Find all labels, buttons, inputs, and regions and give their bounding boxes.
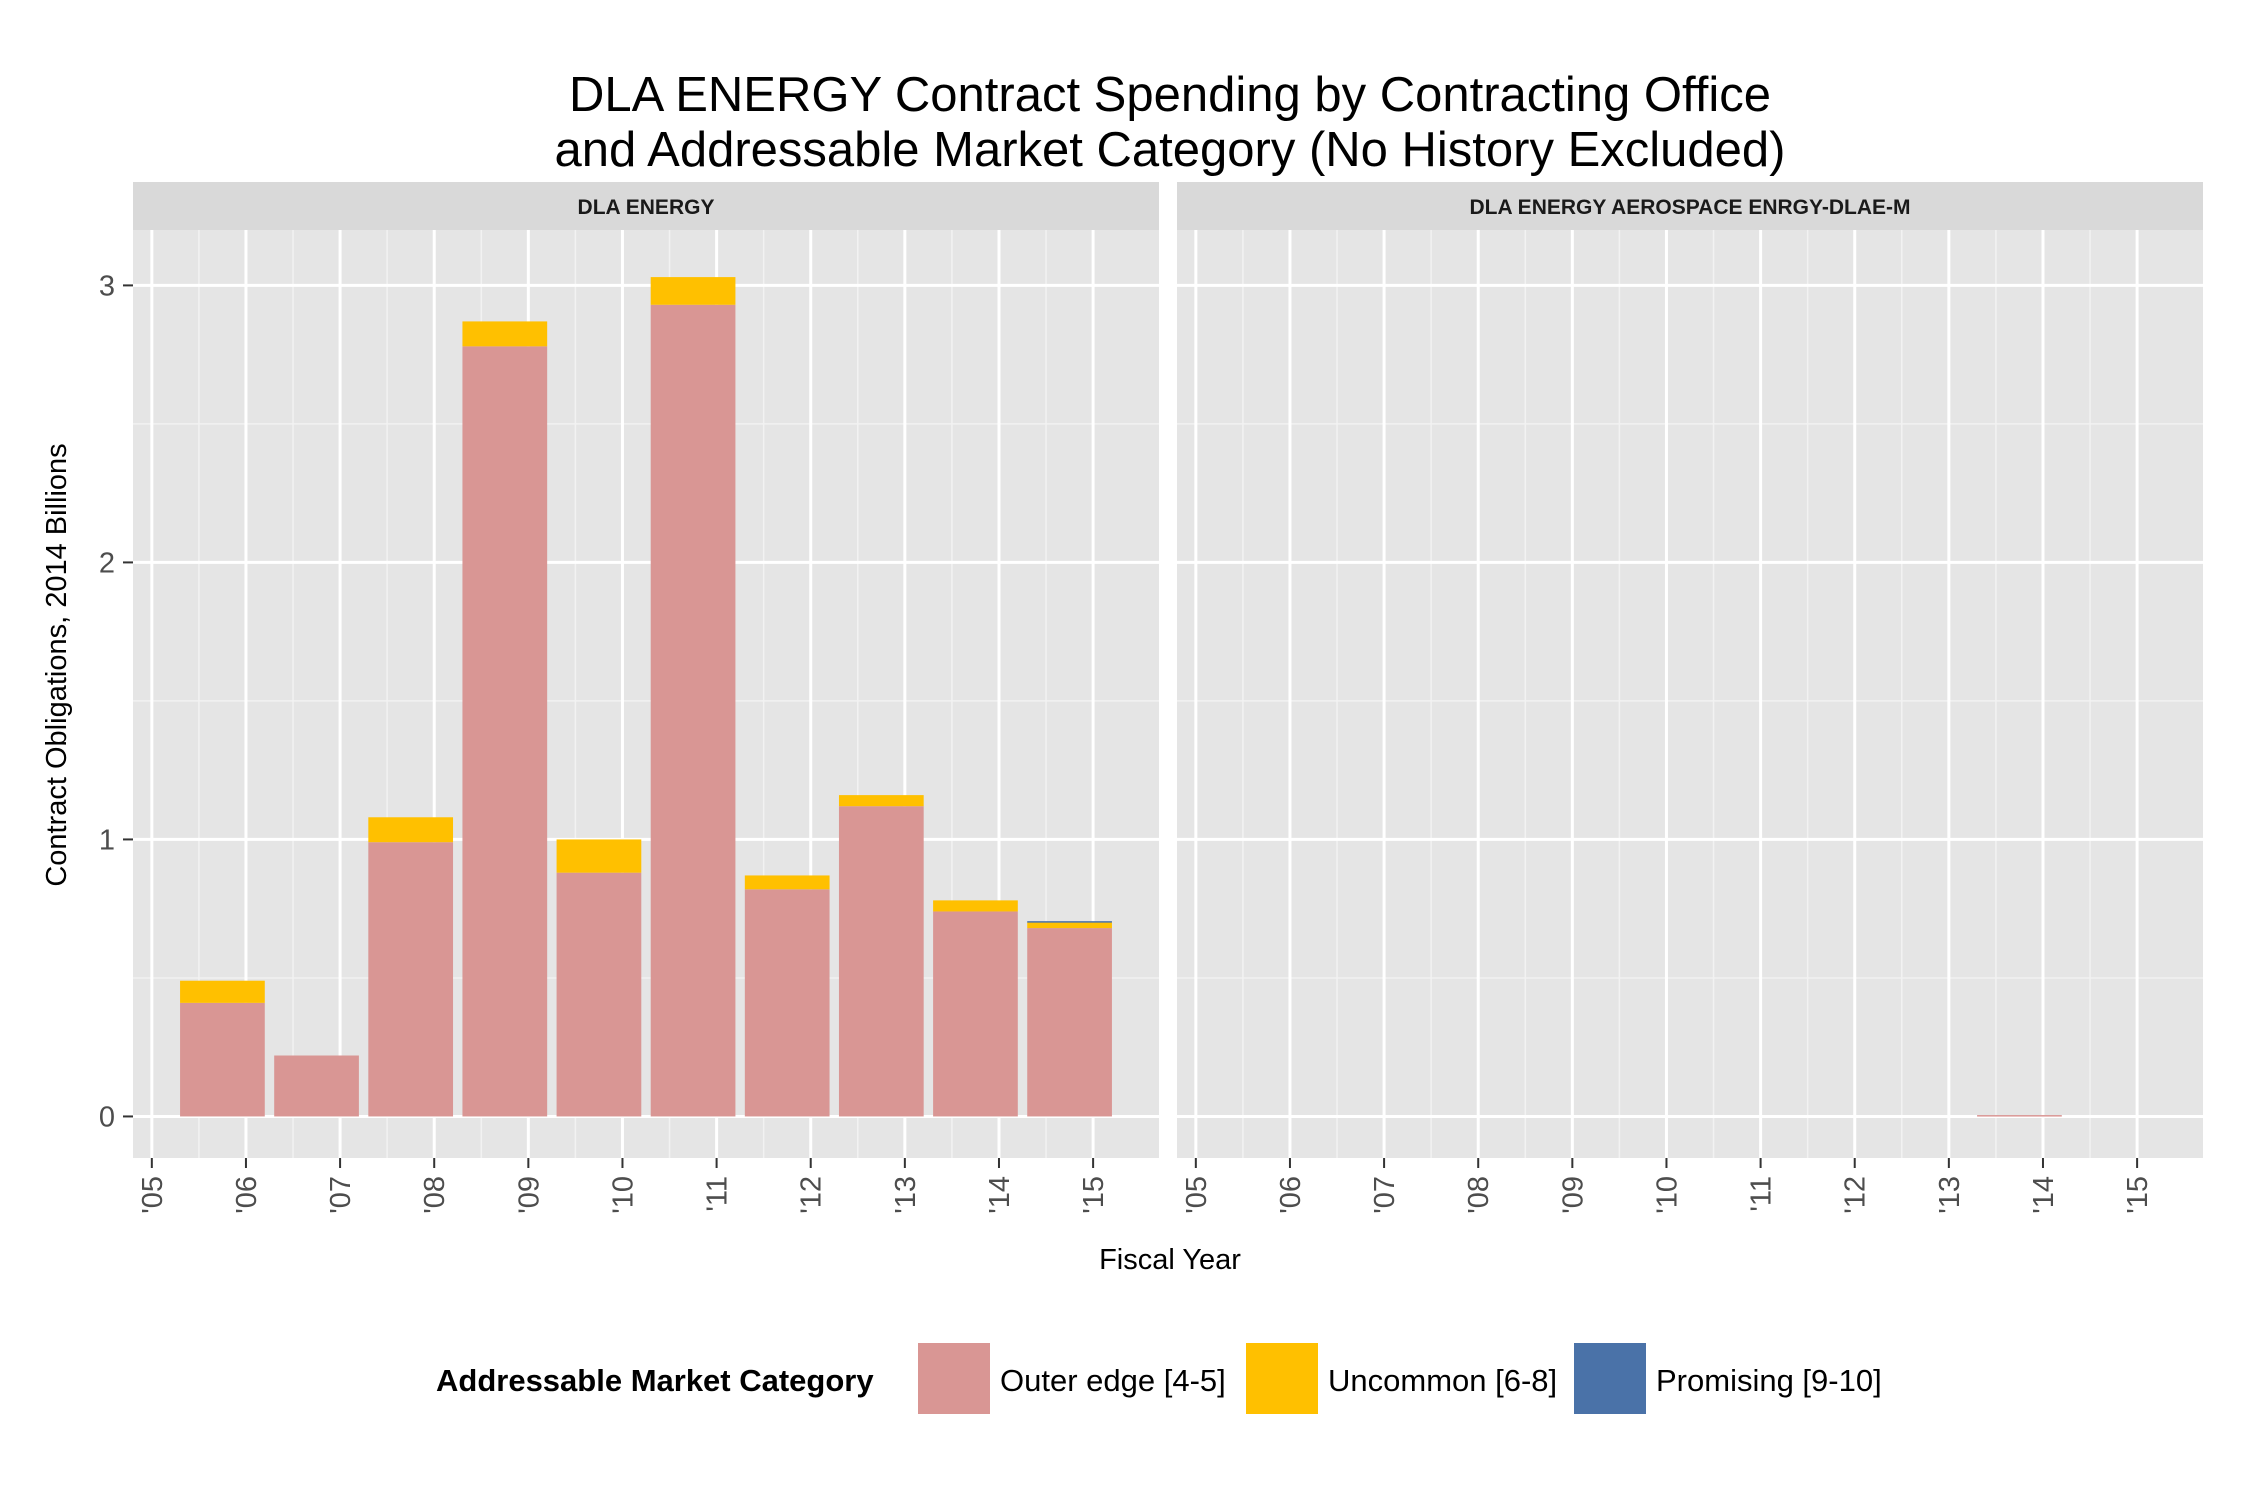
x-tick-label: '10	[607, 1176, 639, 1214]
chart-title-line1: DLA ENERGY Contract Spending by Contract…	[569, 68, 1771, 122]
bar-segment-uncommon	[556, 839, 642, 873]
x-tick-label: '06	[231, 1176, 263, 1214]
legend-key	[918, 1343, 990, 1414]
panel-strip	[133, 182, 1159, 230]
x-tick-label: '08	[419, 1176, 451, 1214]
bar-segment-outer	[556, 872, 642, 1117]
panel-strip	[1177, 182, 2203, 230]
x-tick-label: '12	[1840, 1176, 1872, 1214]
bar-segment-outer	[933, 911, 1018, 1117]
bar-segment-uncommon	[650, 277, 736, 305]
bar-segment-outer	[650, 304, 736, 1117]
legend-key	[1574, 1343, 1646, 1414]
bar-segment-outer	[1977, 1115, 2062, 1117]
panel-1: DLA ENERGY AEROSPACE ENRGY-DLAE-M '05 '06 '…	[1177, 182, 2203, 1214]
panel-0: DLA ENERGY '05 '06 '07 '08 '09 '10 '11 '12 '13 '14…	[99, 182, 1159, 1214]
x-tick-label: '06	[1275, 1176, 1307, 1214]
bar-segment-uncommon	[368, 817, 454, 843]
bar-segment-uncommon	[1027, 922, 1112, 929]
y-tick-label: 2	[99, 547, 115, 579]
x-tick-label: '13	[890, 1176, 922, 1214]
bar-segment-outer	[180, 1002, 265, 1117]
x-tick-label: '14	[984, 1176, 1016, 1214]
bar-segment-uncommon	[744, 875, 830, 890]
bar-segment-outer	[744, 889, 830, 1117]
x-axis-title: Fiscal Year	[1099, 1244, 1241, 1276]
y-axis-title: Contract Obligations, 2014 Billions	[41, 443, 73, 886]
x-tick-label: '13	[1934, 1176, 1966, 1214]
x-tick-label: '10	[1651, 1176, 1683, 1214]
bar-segment-outer	[1027, 928, 1112, 1117]
x-tick-label: '09	[1557, 1176, 1589, 1214]
bar-segment-uncommon	[180, 980, 265, 1003]
legend: Addressable Market Category Outer edge [4…	[436, 1343, 1882, 1414]
bar-segment-outer	[838, 806, 924, 1117]
x-tick-label: '08	[1463, 1176, 1495, 1214]
x-tick-label: '14	[2028, 1176, 2060, 1214]
x-tick-label: '11	[1746, 1176, 1778, 1212]
bar-segment-uncommon	[933, 900, 1018, 912]
x-tick-label: '09	[513, 1176, 545, 1214]
x-tick-label: '11	[702, 1176, 734, 1212]
legend-label: Outer edge [4-5]	[1000, 1363, 1226, 1398]
x-tick-label: '05	[1181, 1176, 1213, 1214]
bar-segment-promising	[1027, 921, 1112, 923]
panel-background	[1177, 230, 2203, 1158]
x-tick-label: '15	[1078, 1176, 1110, 1214]
x-tick-label: '15	[2122, 1176, 2154, 1214]
bar-segment-uncommon	[462, 321, 548, 347]
panel-strip-label: DLA ENERGY AEROSPACE ENRGY-DLAE-M	[1469, 196, 1910, 219]
panel-strip-label: DLA ENERGY	[578, 196, 715, 219]
x-tick-label: '12	[796, 1176, 828, 1214]
y-tick-label: 3	[99, 270, 115, 302]
y-tick-label: 0	[99, 1101, 115, 1133]
x-tick-label: '07	[325, 1176, 357, 1214]
x-tick-label: '07	[1369, 1176, 1401, 1214]
legend-title: Addressable Market Category	[436, 1363, 874, 1398]
bar-segment-outer	[462, 346, 548, 1117]
y-tick-label: 1	[99, 824, 115, 856]
bar-segment-outer	[274, 1055, 359, 1117]
bar-segment-outer	[368, 842, 454, 1117]
x-tick-label: '05	[137, 1176, 169, 1214]
legend-label: Uncommon [6-8]	[1328, 1363, 1557, 1398]
legend-key	[1246, 1343, 1318, 1414]
legend-label: Promising [9-10]	[1656, 1363, 1882, 1398]
chart-title-line2: and Addressable Market Category (No Hist…	[554, 123, 1785, 177]
panels-layer: DLA ENERGY '05 '06 '07 '08 '09 '10 '11 '12 '13 '14…	[99, 182, 2203, 1214]
bar-segment-uncommon	[838, 795, 924, 807]
